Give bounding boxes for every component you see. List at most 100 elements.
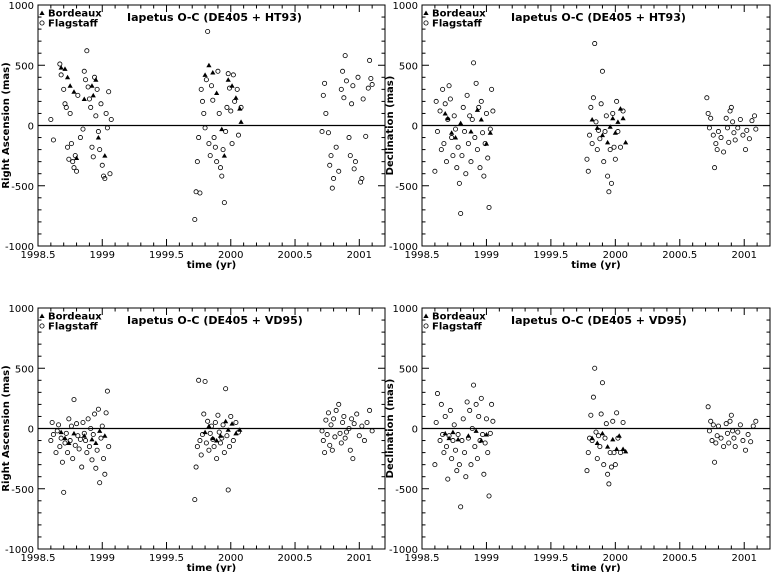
data-point-flagstaff [724, 125, 730, 131]
x-axis-label: time (yr) [187, 563, 236, 572]
data-point-flagstaff [97, 480, 103, 486]
series-flagstaff [48, 377, 375, 503]
data-point-flagstaff [467, 407, 473, 413]
data-point-flagstaff [229, 141, 235, 147]
data-point-bordeaux [229, 421, 235, 426]
data-point-flagstaff [704, 95, 710, 101]
chart-title: Iapetus O-C (DE405 + HT93) [511, 11, 686, 24]
data-point-flagstaff [70, 159, 76, 165]
y-tick-label: 0 [28, 122, 34, 133]
x-tick-label: 1999.5 [533, 553, 568, 564]
y-tick-label: -500 [11, 485, 34, 496]
data-point-bordeaux [610, 115, 616, 121]
data-point-flagstaff [228, 108, 234, 114]
data-point-flagstaff [471, 60, 477, 66]
data-point-flagstaff [465, 435, 471, 441]
data-point-bordeaux [450, 429, 456, 435]
data-point-flagstaff [490, 108, 496, 114]
data-point-flagstaff [480, 130, 486, 136]
chart-panel-2: 1998.5 1999 1999.5 2000 2000.5 2001 -1000 -500 0… [385, 1, 771, 271]
y-tick-label: 500 [399, 364, 418, 375]
data-point-flagstaff [205, 418, 211, 424]
data-point-bordeaux [210, 69, 216, 75]
data-point-flagstaff [108, 116, 114, 122]
y-tick-label: -500 [395, 485, 418, 496]
x-axis-label: time (yr) [571, 563, 620, 572]
data-point-flagstaff [50, 432, 56, 438]
data-point-flagstaff [611, 450, 617, 456]
data-point-bordeaux [81, 96, 87, 101]
data-point-flagstaff [79, 464, 85, 470]
data-point-flagstaff [351, 421, 357, 427]
data-point-flagstaff [706, 428, 712, 434]
data-point-flagstaff [594, 456, 600, 462]
data-point-flagstaff [615, 435, 621, 441]
data-point-flagstaff [588, 412, 594, 418]
data-point-flagstaff [65, 144, 71, 150]
data-point-flagstaff [74, 421, 80, 427]
data-point-flagstaff [48, 116, 54, 122]
data-point-flagstaff [596, 127, 602, 133]
data-point-flagstaff [483, 416, 489, 422]
data-point-flagstaff [476, 104, 482, 110]
data-point-flagstaff [359, 423, 365, 429]
data-point-bordeaux [58, 65, 64, 70]
data-point-flagstaff [735, 429, 741, 435]
data-point-flagstaff [596, 433, 602, 439]
data-point-flagstaff [709, 438, 715, 444]
data-point-flagstaff [593, 429, 599, 435]
data-point-flagstaff [485, 155, 491, 161]
data-point-flagstaff [98, 435, 104, 441]
data-point-flagstaff [198, 452, 204, 458]
data-point-bordeaux [589, 116, 595, 122]
data-point-flagstaff [443, 444, 449, 450]
y-tick-label: 1000 [9, 1, 34, 12]
data-point-flagstaff [103, 110, 109, 116]
y-tick-label: 500 [15, 364, 34, 375]
data-point-bordeaux [90, 92, 96, 98]
data-point-flagstaff [749, 118, 755, 124]
data-point-flagstaff [735, 125, 741, 131]
data-point-flagstaff [606, 481, 612, 487]
data-point-bordeaux [605, 444, 611, 449]
data-point-flagstaff [432, 462, 438, 468]
data-point-flagstaff [333, 144, 339, 150]
data-point-flagstaff [62, 440, 68, 446]
data-point-bordeaux [214, 438, 220, 443]
data-point-flagstaff [347, 153, 353, 159]
x-tick-label: 1999 [474, 250, 499, 261]
x-tick-label: 2001 [731, 250, 756, 261]
data-point-flagstaff [743, 147, 749, 153]
data-point-flagstaff [85, 416, 91, 422]
data-point-flagstaff [743, 447, 749, 453]
data-point-flagstaff [322, 80, 328, 86]
data-point-flagstaff [338, 440, 344, 446]
data-point-bordeaux [233, 95, 239, 100]
data-point-flagstaff [84, 450, 90, 456]
data-point-flagstaff [445, 116, 451, 122]
data-point-flagstaff [341, 413, 347, 419]
data-point-flagstaff [731, 435, 737, 441]
data-point-flagstaff [753, 418, 759, 424]
data-point-flagstaff [355, 74, 361, 80]
data-point-flagstaff [481, 471, 487, 477]
data-point-flagstaff [458, 210, 464, 216]
data-point-bordeaux [93, 440, 99, 445]
y-axis-label: Declination (mas) [385, 379, 396, 479]
data-point-flagstaff [92, 74, 98, 80]
data-point-flagstaff [101, 173, 107, 179]
data-point-flagstaff [450, 438, 456, 444]
data-point-flagstaff [67, 438, 73, 444]
data-point-flagstaff [463, 171, 469, 177]
data-point-flagstaff [359, 176, 365, 182]
data-point-flagstaff [361, 438, 367, 444]
x-tick-label: 1999 [90, 250, 115, 261]
data-point-flagstaff [708, 115, 714, 121]
data-point-flagstaff [336, 401, 342, 407]
data-point-flagstaff [72, 442, 78, 448]
data-point-bordeaux [62, 435, 68, 441]
data-point-flagstaff [196, 135, 202, 141]
data-point-bordeaux [474, 107, 481, 112]
